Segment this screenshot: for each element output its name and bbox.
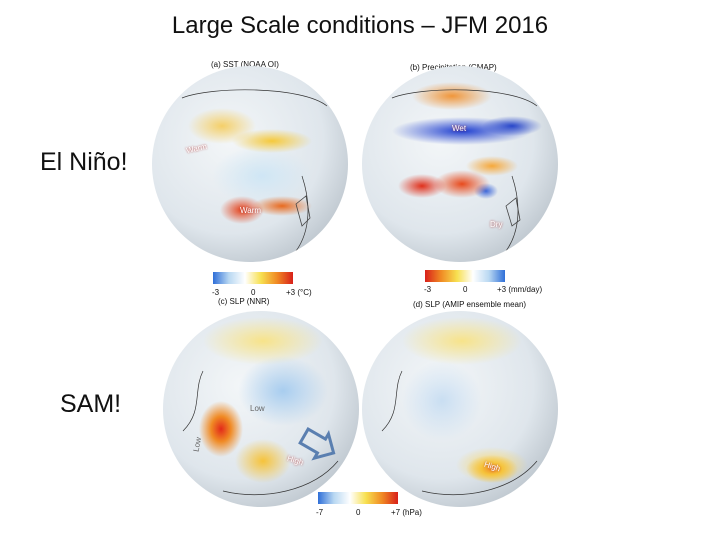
precipitation-overlay xyxy=(391,89,538,257)
precip-colorbar xyxy=(425,270,505,282)
slp-colorbar-max: +7 (hPa) xyxy=(391,508,422,517)
slp-colorbar-min: -7 xyxy=(316,508,324,517)
slp-nnr-low-label: Low xyxy=(250,404,265,413)
panel-c-caption: (c) SLP (NNR) xyxy=(218,297,270,306)
panel-a-caption: (a) SST (NOAA OI) xyxy=(211,60,279,69)
slp-amip-overlay xyxy=(381,370,538,496)
slp-nnr-overlay xyxy=(182,370,339,496)
slp-nnr-globe xyxy=(163,311,359,507)
precip-colorbar-min: -3 xyxy=(424,285,432,294)
highlight-arrow-icon xyxy=(298,427,336,461)
slp-amip-globe xyxy=(362,311,558,507)
sst-colorbar-min: -3 xyxy=(212,288,220,297)
sst-colorbar xyxy=(213,272,293,284)
sst-warm-label-2: Warm xyxy=(240,206,262,215)
precip-wet-label: Wet xyxy=(452,124,467,133)
precip-dry-label: Dry xyxy=(490,220,503,229)
el-nino-label: El Niño! xyxy=(40,148,128,176)
precip-colorbar-mid: 0 xyxy=(463,285,468,294)
sst-globe xyxy=(152,66,348,262)
sst-colorbar-max: +3 (°C) xyxy=(286,288,312,297)
page-title: Large Scale conditions – JFM 2016 xyxy=(171,12,549,39)
slp-colorbar-mid: 0 xyxy=(356,508,361,517)
precipitation-globe xyxy=(362,66,558,262)
precip-colorbar-max: +3 (mm/day) xyxy=(497,285,543,294)
panel-d-caption: (d) SLP (AMIP ensemble mean) xyxy=(413,300,527,309)
sst-colorbar-mid: 0 xyxy=(251,288,256,297)
sst-overlay xyxy=(181,89,328,257)
sam-label: SAM! xyxy=(60,390,122,418)
slp-colorbar xyxy=(318,492,398,504)
